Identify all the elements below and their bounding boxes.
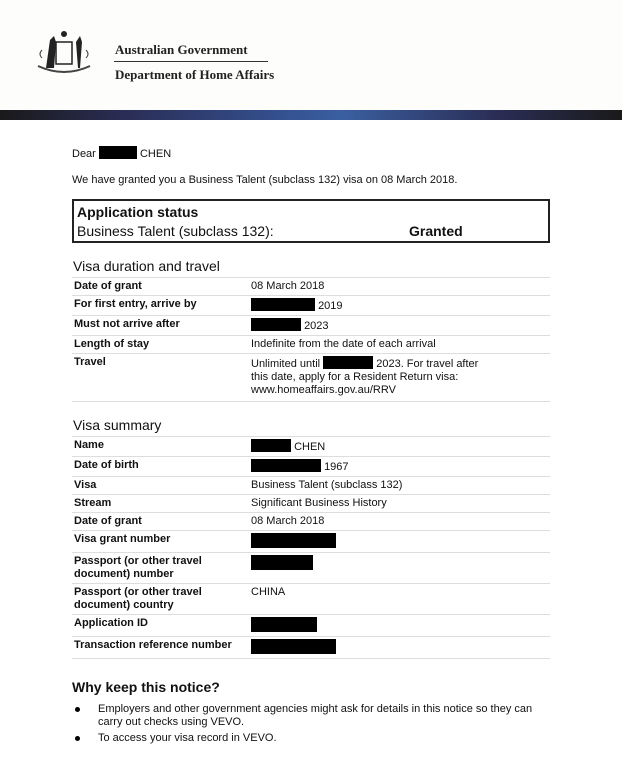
header-band bbox=[0, 110, 622, 120]
row-label: Date of birth bbox=[72, 456, 249, 477]
row-label: Passport (or other travel document) numb… bbox=[72, 552, 249, 584]
redaction bbox=[323, 356, 374, 369]
row-label: Date of grant bbox=[72, 277, 249, 296]
row-value: 1967 bbox=[324, 461, 349, 473]
table-row: Passport (or other travel document) coun… bbox=[72, 583, 550, 615]
status-badge: Granted bbox=[409, 223, 463, 239]
redaction bbox=[251, 318, 301, 331]
why-heading: Why keep this notice? bbox=[72, 679, 220, 695]
duration-table: Date of grant 08 March 2018 For first ent… bbox=[72, 277, 550, 402]
redaction bbox=[251, 439, 291, 452]
row-value: Significant Business History bbox=[249, 494, 550, 513]
application-status-box: Application status Business Talent (subc… bbox=[72, 199, 550, 243]
table-row: Length of stay Indefinite from the date o… bbox=[72, 335, 550, 354]
redaction bbox=[251, 459, 321, 472]
table-row: Date of birth 1967 bbox=[72, 456, 550, 477]
row-label: Visa grant number bbox=[72, 530, 249, 553]
row-label: Date of grant bbox=[72, 512, 249, 531]
table-row: Visa grant number bbox=[72, 530, 550, 553]
table-row: Transaction reference number bbox=[72, 636, 550, 659]
table-row: Application ID bbox=[72, 614, 550, 637]
salutation: Dear CHEN bbox=[72, 146, 550, 160]
status-title: Application status bbox=[77, 204, 199, 220]
redaction bbox=[251, 533, 336, 548]
table-row: Passport (or other travel document) numb… bbox=[72, 552, 550, 584]
intro-text: We have granted you a Business Talent (s… bbox=[72, 174, 458, 186]
redaction bbox=[251, 639, 336, 654]
row-label: Length of stay bbox=[72, 335, 249, 354]
coat-of-arms-icon bbox=[37, 31, 91, 73]
row-label: Travel bbox=[72, 353, 249, 402]
redaction bbox=[251, 298, 315, 311]
gov-title: Australian Government bbox=[115, 42, 248, 57]
surname: CHEN bbox=[139, 148, 172, 160]
table-row: Name CHEN bbox=[72, 436, 550, 457]
row-label: For first entry, arrive by bbox=[72, 295, 249, 316]
divider bbox=[114, 61, 268, 62]
summary-table: Name CHEN Date of birth 1967 Visa Busines… bbox=[72, 436, 550, 659]
redaction bbox=[251, 617, 317, 632]
table-row: Date of grant 08 March 2018 bbox=[72, 277, 550, 296]
list-item: To access your visa record in VEVO. bbox=[72, 732, 550, 745]
notice-body: Dear CHEN We have granted you a Business… bbox=[72, 146, 550, 748]
row-label: Transaction reference number bbox=[72, 636, 249, 659]
table-row: For first entry, arrive by 2019 bbox=[72, 295, 550, 316]
row-label: Stream bbox=[72, 494, 249, 513]
row-value: Indefinite from the date of each arrival bbox=[249, 335, 550, 354]
row-value: 08 March 2018 bbox=[249, 277, 550, 296]
row-value: CHEN bbox=[294, 441, 326, 453]
table-row: Travel Unlimited until 2023. For travel a… bbox=[72, 353, 550, 402]
dept-title: Department of Home Affairs bbox=[115, 67, 275, 82]
row-value: 2023 bbox=[304, 320, 329, 332]
row-value: 2019 bbox=[318, 300, 343, 312]
letterhead: Australian Government Department of Home… bbox=[0, 0, 622, 110]
row-label: Visa bbox=[72, 476, 249, 495]
redaction bbox=[98, 146, 137, 159]
redaction bbox=[251, 555, 313, 570]
duration-heading: Visa duration and travel bbox=[73, 258, 220, 274]
row-value: Unlimited until bbox=[251, 358, 321, 370]
list-item: Employers and other government agencies … bbox=[72, 703, 550, 729]
row-label: Must not arrive after bbox=[72, 315, 249, 336]
row-value: 2023. For travel after this date, apply … bbox=[251, 358, 479, 383]
table-row: Must not arrive after 2023 bbox=[72, 315, 550, 336]
row-value: CHINA bbox=[249, 583, 550, 615]
row-label: Application ID bbox=[72, 614, 249, 637]
table-row: Visa Business Talent (subclass 132) bbox=[72, 476, 550, 495]
table-row: Stream Significant Business History bbox=[72, 494, 550, 513]
why-list: Employers and other government agencies … bbox=[72, 703, 550, 745]
row-label: Passport (or other travel document) coun… bbox=[72, 583, 249, 615]
status-visa: Business Talent (subclass 132): bbox=[77, 223, 274, 239]
summary-heading: Visa summary bbox=[73, 417, 162, 433]
row-value: Business Talent (subclass 132) bbox=[249, 476, 550, 495]
table-row: Date of grant 08 March 2018 bbox=[72, 512, 550, 531]
dear-text: Dear bbox=[72, 148, 96, 160]
rrv-link[interactable]: www.homeaffairs.gov.au/RRV bbox=[251, 384, 396, 396]
row-value: 08 March 2018 bbox=[249, 512, 550, 531]
row-label: Name bbox=[72, 436, 249, 457]
